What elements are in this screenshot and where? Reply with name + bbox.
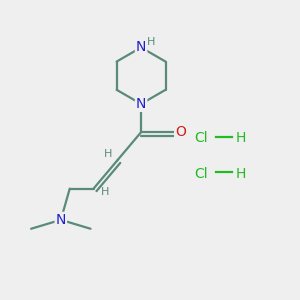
Text: H: H [236, 167, 246, 181]
Text: N: N [136, 97, 146, 111]
Text: H: H [100, 187, 109, 196]
Text: H: H [236, 131, 246, 145]
Text: O: O [175, 125, 186, 139]
Text: H: H [146, 37, 155, 47]
Text: N: N [56, 213, 66, 227]
Text: H: H [104, 149, 112, 159]
Text: Cl: Cl [195, 167, 208, 181]
Text: Cl: Cl [195, 131, 208, 145]
Text: N: N [136, 40, 146, 55]
